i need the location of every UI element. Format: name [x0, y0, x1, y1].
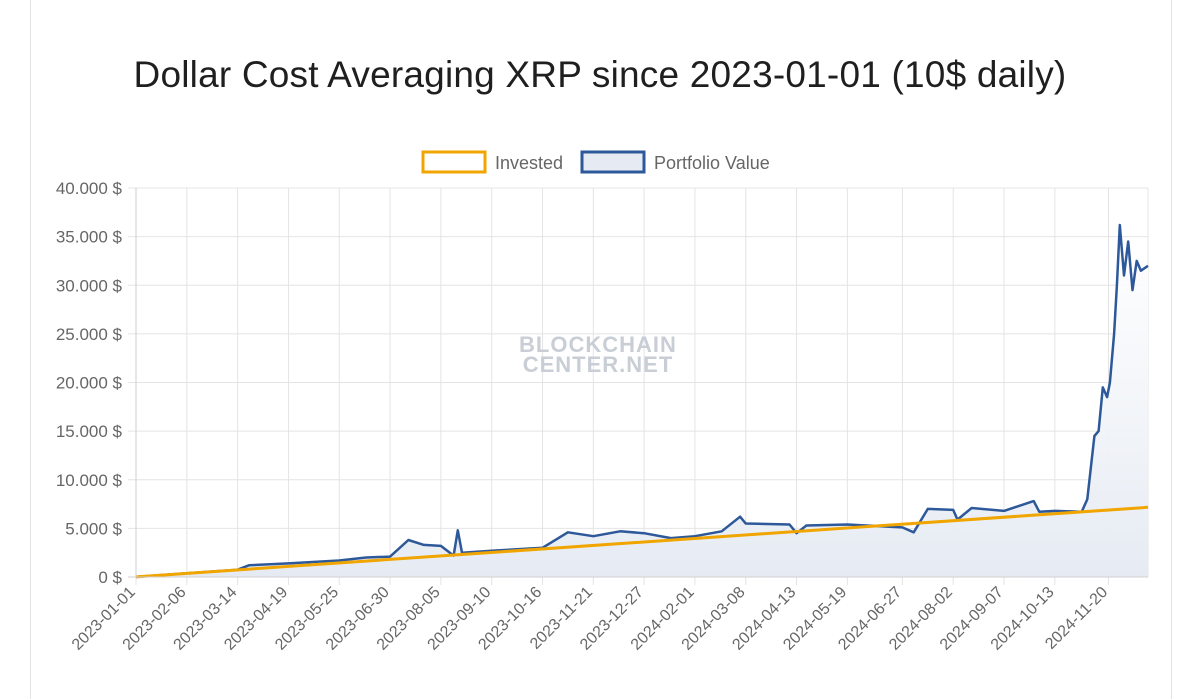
portfolio-value-area	[136, 225, 1148, 577]
y-tick-label: 40.000 $	[56, 179, 123, 198]
y-tick-label: 10.000 $	[56, 471, 123, 490]
watermark-line-2: CENTER.NET	[523, 352, 674, 377]
watermark-line-1: BLOCKCHAIN	[519, 332, 677, 357]
y-tick-label: 20.000 $	[56, 374, 123, 393]
chart-title: Dollar Cost Averaging XRP since 2023-01-…	[133, 54, 1067, 95]
chart-container	[30, 0, 1172, 699]
invested-line	[135, 505, 1149, 579]
y-tick-label: 15.000 $	[56, 422, 123, 441]
legend-portfolio-value-swatch[interactable]	[580, 150, 646, 174]
y-tick-label: 5.000 $	[65, 519, 122, 538]
y-tick-label: 35.000 $	[56, 228, 123, 247]
legend-invested-swatch[interactable]	[421, 150, 487, 174]
legend-invested-label[interactable]: Invested	[495, 153, 563, 173]
legend-portfolio-value-label[interactable]: Portfolio Value	[654, 153, 770, 173]
y-tick-label: 25.000 $	[56, 325, 123, 344]
y-tick-label: 0 $	[98, 568, 122, 587]
portfolio-value-line	[135, 223, 1149, 579]
y-tick-label: 30.000 $	[56, 276, 123, 295]
